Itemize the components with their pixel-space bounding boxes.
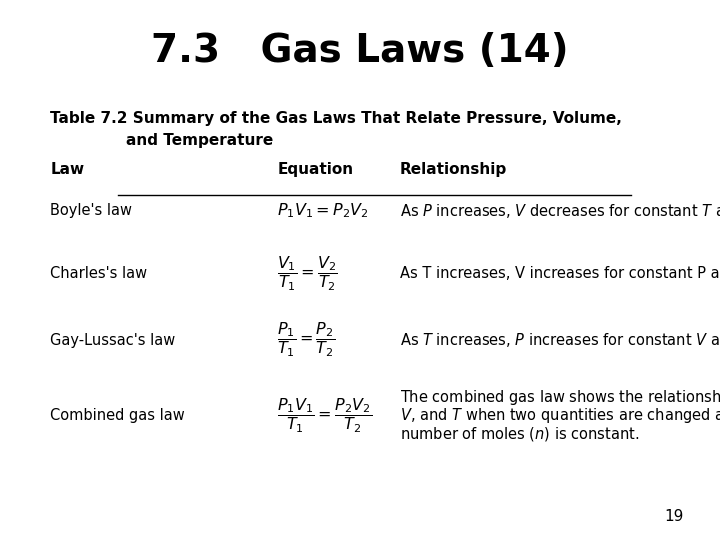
- Text: Relationship: Relationship: [400, 162, 507, 177]
- Text: $V$, and $T$ when two quantities are changed and the: $V$, and $T$ when two quantities are cha…: [400, 406, 720, 426]
- Text: As $P$ increases, $V$ decreases for constant $T$ and $n$.: As $P$ increases, $V$ decreases for cons…: [400, 201, 720, 220]
- Text: $\dfrac{P_1}{T_1} = \dfrac{P_2}{T_2}$: $\dfrac{P_1}{T_1} = \dfrac{P_2}{T_2}$: [277, 321, 336, 360]
- Text: Boyle's law: Boyle's law: [50, 203, 132, 218]
- Text: number of moles $(n)$ is constant.: number of moles $(n)$ is constant.: [400, 424, 639, 443]
- Text: $P_1V_1 = P_2V_2$: $P_1V_1 = P_2V_2$: [277, 201, 369, 220]
- Text: Law: Law: [50, 162, 84, 177]
- Text: Gay-Lussac's law: Gay-Lussac's law: [50, 333, 176, 348]
- Text: Charles's law: Charles's law: [50, 266, 148, 281]
- Text: $\dfrac{P_1V_1}{T_1} = \dfrac{P_2V_2}{T_2}$: $\dfrac{P_1V_1}{T_1} = \dfrac{P_2V_2}{T_…: [277, 396, 372, 435]
- Text: The combined gas law shows the relationship of $P$,: The combined gas law shows the relations…: [400, 388, 720, 408]
- Text: 7.3   Gas Laws (14): 7.3 Gas Laws (14): [151, 32, 569, 70]
- Text: Table 7.2 Summary of the Gas Laws That Relate Pressure, Volume,: Table 7.2 Summary of the Gas Laws That R…: [50, 111, 622, 126]
- Text: $\dfrac{V_1}{T_1} = \dfrac{V_2}{T_2}$: $\dfrac{V_1}{T_1} = \dfrac{V_2}{T_2}$: [277, 254, 338, 293]
- Text: As $T$ increases, $P$ increases for constant $V$ and $n$.: As $T$ increases, $P$ increases for cons…: [400, 331, 720, 349]
- Text: and Temperature: and Temperature: [126, 133, 274, 148]
- Text: 19: 19: [665, 509, 684, 524]
- Text: Equation: Equation: [277, 162, 354, 177]
- Text: As T increases, V increases for constant P and n.: As T increases, V increases for constant…: [400, 266, 720, 281]
- Text: Combined gas law: Combined gas law: [50, 408, 185, 423]
